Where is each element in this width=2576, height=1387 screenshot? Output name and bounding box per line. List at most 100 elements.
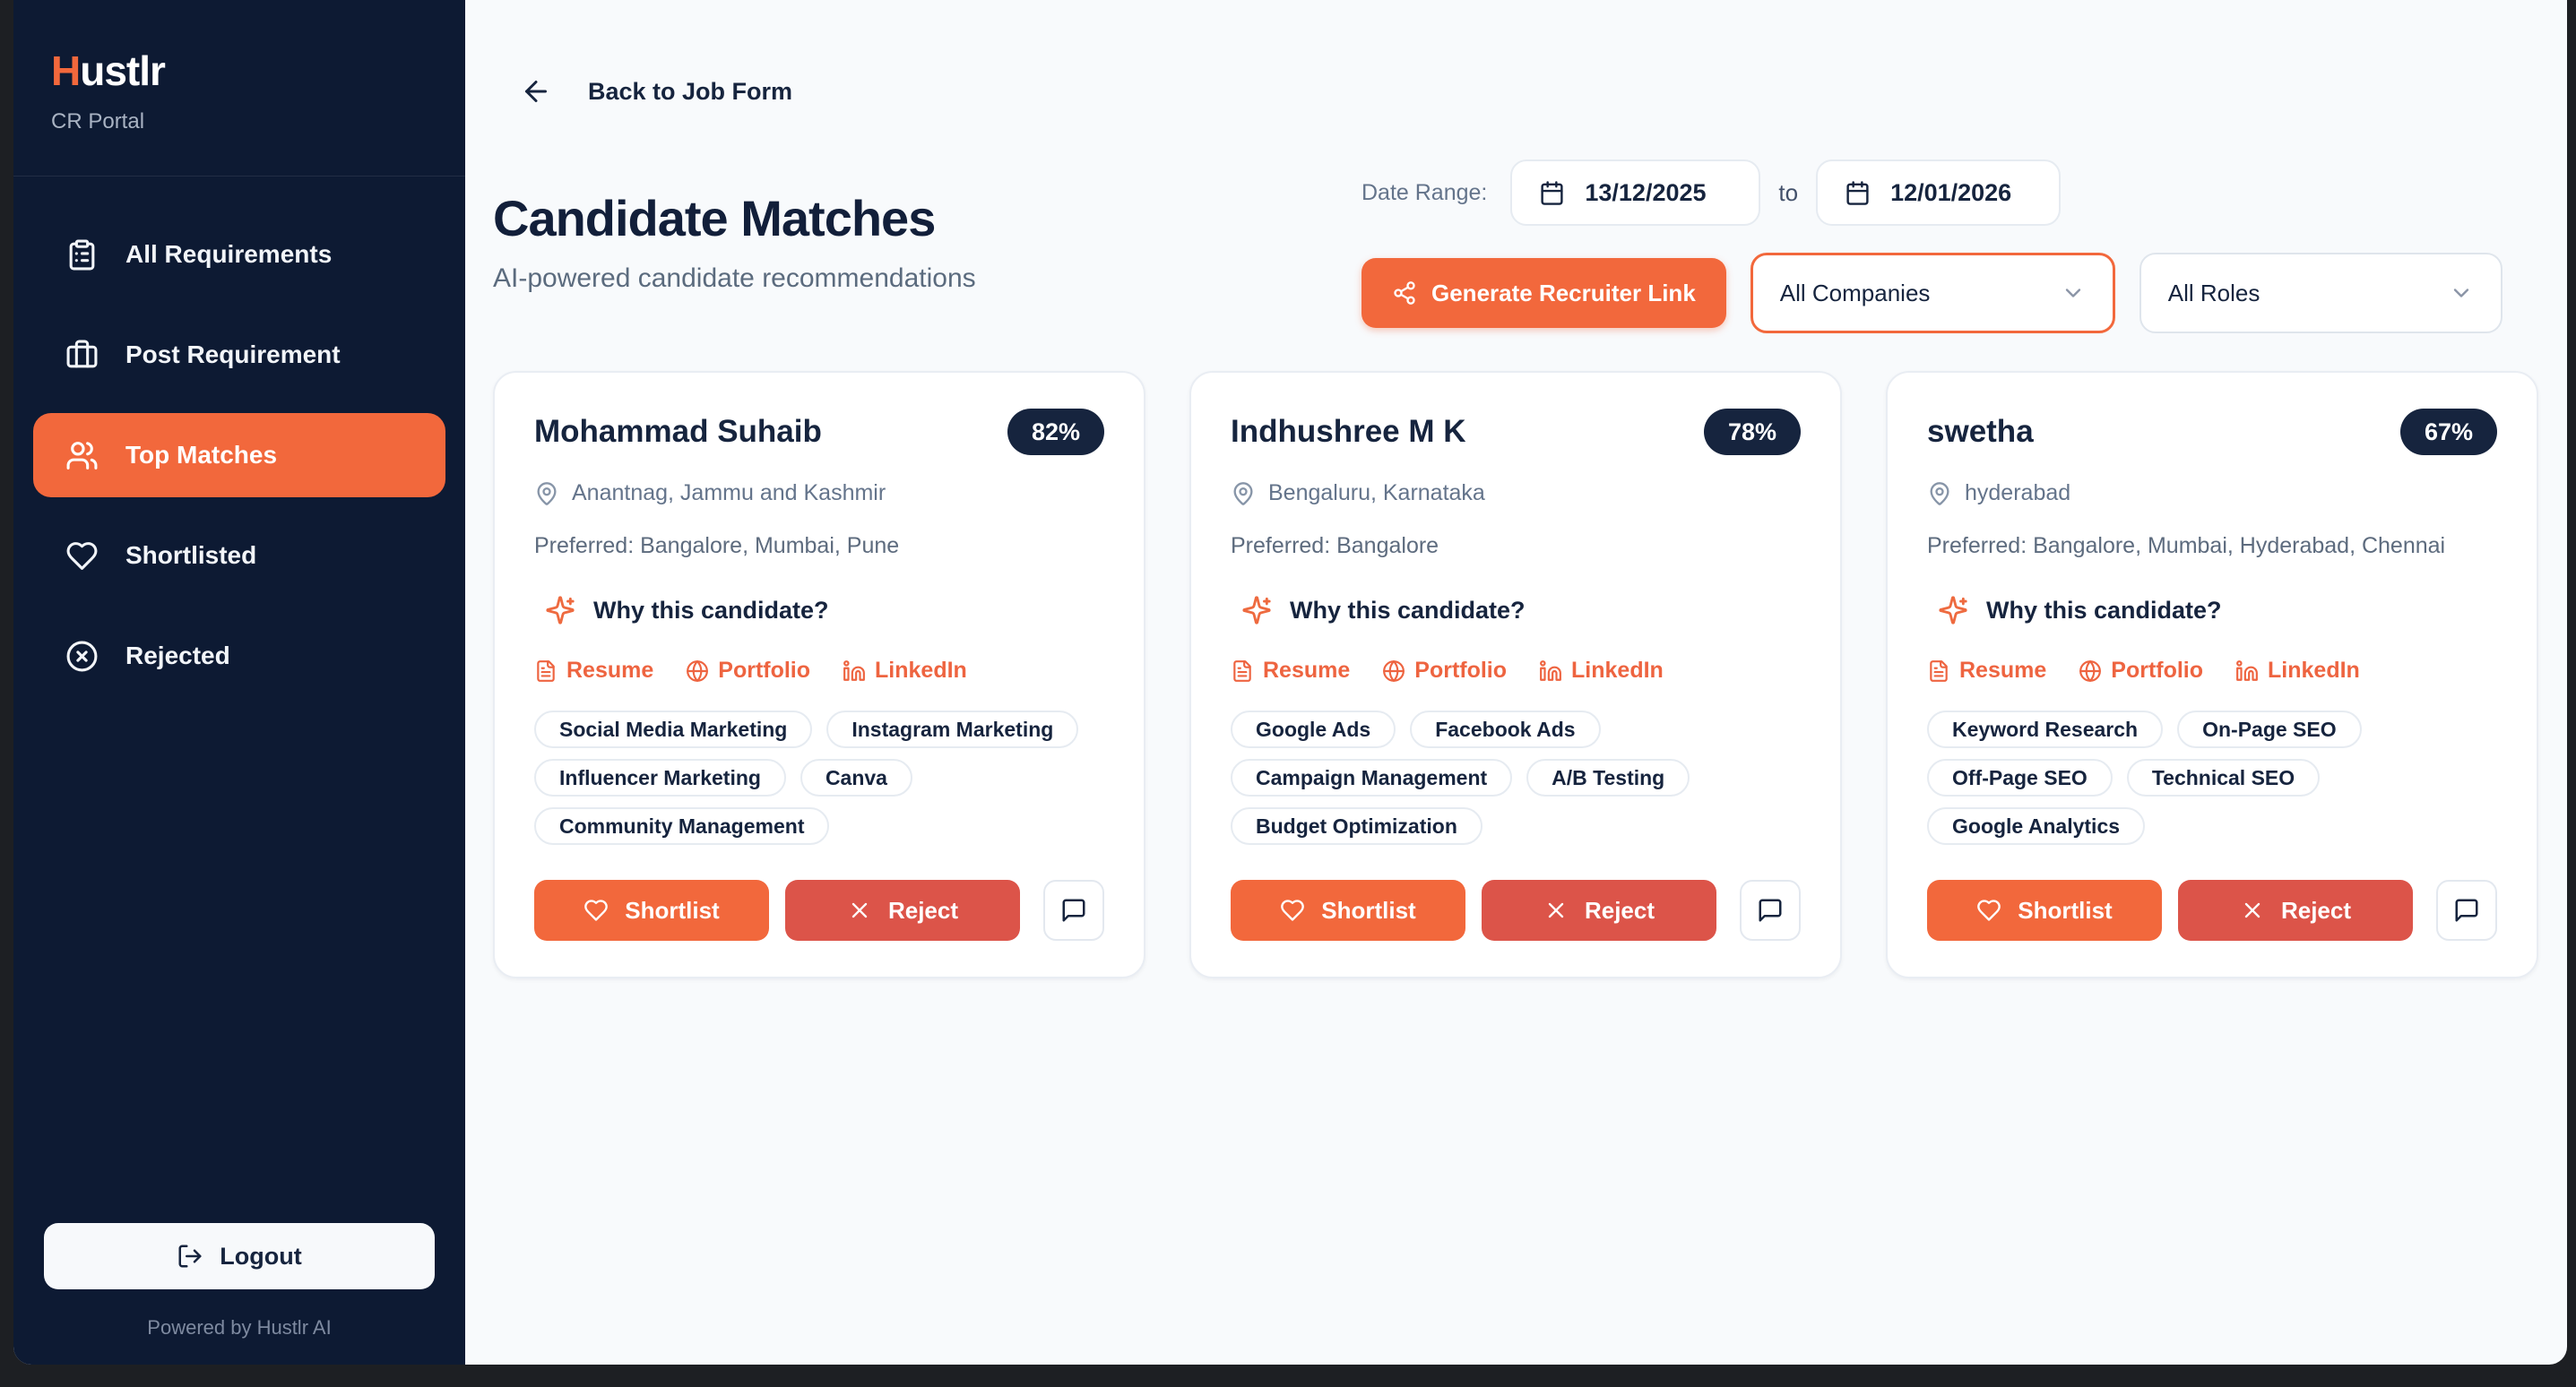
portal-subtitle: CR Portal [51, 109, 145, 134]
sidebar-item-top-matches[interactable]: Top Matches [33, 413, 445, 497]
role-filter-value: All Roles [2167, 279, 2260, 306]
skill-chip: Technical SEO [2126, 759, 2321, 797]
sidebar-item-post-requirement[interactable]: Post Requirement [33, 313, 445, 397]
date-from-value: 13/12/2025 [1585, 178, 1707, 206]
resume-link[interactable]: Resume [534, 658, 653, 684]
preferred-locations: Preferred: Bangalore, Mumbai, Pune [534, 533, 900, 558]
resume-link[interactable]: Resume [1231, 658, 1350, 684]
heart-icon [1977, 900, 2001, 921]
circle-x-icon [66, 641, 98, 671]
reject-button[interactable]: Reject [2178, 880, 2413, 941]
candidate-name: swetha [1927, 414, 2034, 449]
candidate-location: Bengaluru, Karnataka [1231, 480, 1801, 506]
clipboard-list-icon [69, 239, 95, 270]
linkedin-link[interactable]: LinkedIn [2235, 658, 2360, 684]
skill-chip: Social Media Marketing [534, 711, 813, 748]
document-links: Resume Portfolio LinkedIn [1927, 658, 2497, 684]
comment-button[interactable] [1043, 880, 1104, 941]
page-subtitle: AI-powered candidate recommendations [493, 263, 976, 293]
candidate-name: Indhushree M K [1231, 414, 1466, 449]
skill-chip: Canva [800, 759, 912, 797]
sidebar-item-label: Rejected [125, 642, 230, 669]
linkedin-icon [843, 659, 865, 681]
date-from-input[interactable]: 13/12/2025 [1510, 159, 1761, 226]
sidebar-nav: All Requirements Post Requirement Top Ma… [13, 177, 465, 698]
shortlist-button[interactable]: Shortlist [534, 880, 769, 941]
heart-icon [1281, 900, 1305, 921]
role-filter-select[interactable]: All Roles [2139, 253, 2503, 333]
back-to-job-form-link[interactable]: Back to Job Form [520, 75, 792, 108]
skill-chip: Instagram Marketing [826, 711, 1079, 748]
file-text-icon [537, 659, 555, 682]
card-header: Indhushree M K 78% [1231, 409, 1801, 455]
portfolio-link[interactable]: Portfolio [686, 658, 810, 684]
sidebar-item-shortlisted[interactable]: Shortlisted [33, 513, 445, 598]
globe-icon [687, 659, 709, 682]
reject-label: Reject [887, 896, 959, 924]
logout-label: Logout [220, 1242, 302, 1270]
file-text-icon [1233, 659, 1251, 682]
location-text: Bengaluru, Karnataka [1268, 480, 1485, 505]
sidebar-item-all-requirements[interactable]: All Requirements [33, 212, 445, 297]
portfolio-label: Portfolio [2111, 658, 2204, 683]
why-this-candidate-toggle[interactable]: Why this candidate? [1927, 595, 2497, 625]
resume-link[interactable]: Resume [1927, 658, 2046, 684]
logout-button[interactable]: Logout [44, 1223, 435, 1289]
skill-chip: On-Page SEO [2177, 711, 2362, 748]
message-square-icon [1062, 899, 1085, 922]
date-to-value: 12/01/2026 [1890, 178, 2012, 206]
linkedin-link[interactable]: LinkedIn [843, 658, 967, 684]
comment-button[interactable] [2436, 880, 2497, 941]
why-this-candidate-toggle[interactable]: Why this candidate? [1231, 595, 1801, 625]
map-pin-icon [537, 481, 557, 505]
sparkles-icon [1939, 596, 1967, 625]
company-filter-select[interactable]: All Companies [1750, 253, 2115, 333]
skill-chip: Facebook Ads [1410, 711, 1601, 748]
page-title: Candidate Matches [493, 190, 936, 246]
filter-row: Generate Recruiter Link All Companies Al… [1361, 253, 2503, 333]
heart-icon [66, 541, 98, 570]
sidebar: Hustlr CR Portal All Requirements Post R… [13, 0, 465, 1365]
candidate-location: Anantnag, Jammu and Kashmir [534, 480, 1104, 506]
message-square-icon [2455, 899, 2478, 922]
shortlist-button[interactable]: Shortlist [1231, 880, 1465, 941]
portfolio-link[interactable]: Portfolio [2079, 658, 2203, 684]
candidate-location: hyderabad [1927, 480, 2497, 506]
linkedin-label: LinkedIn [2268, 658, 2360, 683]
date-to-input[interactable]: 12/01/2026 [1816, 159, 2062, 226]
document-links: Resume Portfolio LinkedIn [534, 658, 1104, 684]
skill-chip: Google Ads [1231, 711, 1396, 748]
generate-recruiter-link-button[interactable]: Generate Recruiter Link [1361, 258, 1726, 328]
shortlist-button[interactable]: Shortlist [1927, 880, 2162, 941]
sidebar-item-rejected[interactable]: Rejected [33, 614, 445, 698]
logo-accent-letter: H [51, 47, 81, 94]
card-actions: Shortlist Reject [534, 880, 1104, 941]
skill-chip: Community Management [534, 807, 830, 845]
globe-icon [1383, 659, 1405, 682]
why-label: Why this candidate? [593, 596, 829, 624]
match-score-badge: 67% [2399, 409, 2497, 455]
map-pin-icon [1233, 481, 1253, 505]
skill-chip: Campaign Management [1231, 759, 1513, 797]
sidebar-footer: Logout Powered by Hustlr AI [13, 1223, 465, 1365]
logo-rest: ustlr [80, 47, 166, 94]
location-text: Anantnag, Jammu and Kashmir [572, 480, 886, 505]
match-score-badge: 78% [1703, 409, 1801, 455]
portfolio-label: Portfolio [1414, 658, 1508, 683]
date-range-label: Date Range: [1361, 179, 1488, 205]
linkedin-icon [2236, 659, 2258, 681]
portfolio-link[interactable]: Portfolio [1382, 658, 1507, 684]
reject-button[interactable]: Reject [785, 880, 1020, 941]
share-icon [1394, 281, 1415, 305]
main-content: Back to Job Form Candidate Matches AI-po… [465, 0, 2567, 1365]
reject-button[interactable]: Reject [1482, 880, 1716, 941]
skill-chip: Google Analytics [1927, 807, 2146, 845]
header-controls: Date Range: 13/12/2025 to 12/01/2026 Gen… [1361, 159, 2503, 333]
linkedin-link[interactable]: LinkedIn [1539, 658, 1664, 684]
comment-button[interactable] [1740, 880, 1801, 941]
candidate-name: Mohammad Suhaib [534, 414, 822, 449]
why-this-candidate-toggle[interactable]: Why this candidate? [534, 595, 1104, 625]
sidebar-item-label: Post Requirement [125, 340, 341, 368]
globe-icon [2079, 659, 2102, 682]
